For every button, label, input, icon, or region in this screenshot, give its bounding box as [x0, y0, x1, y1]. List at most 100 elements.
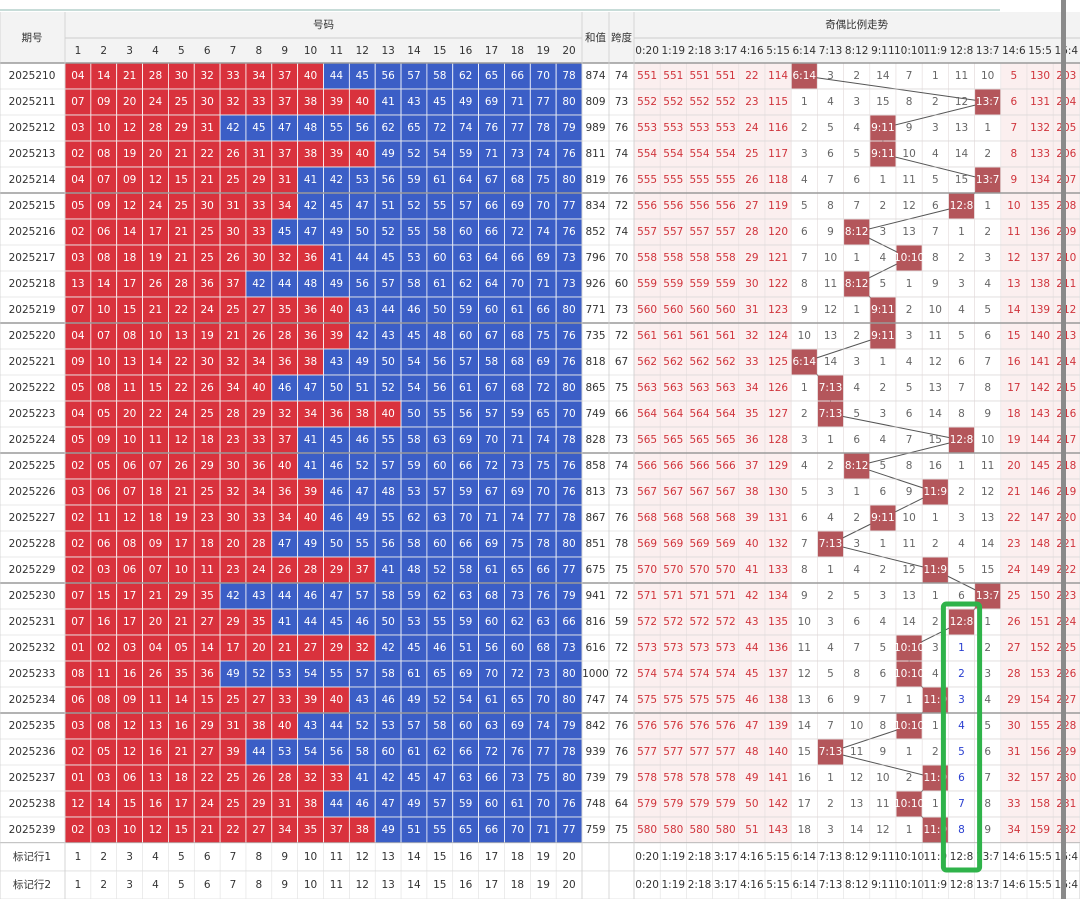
ratio-value: 566 — [663, 460, 683, 472]
number: 36 — [304, 252, 318, 264]
trend-cell — [843, 192, 871, 220]
number: 66 — [485, 772, 499, 784]
trend-cell — [1000, 322, 1028, 350]
number-cell — [193, 244, 221, 272]
trend-cell — [790, 712, 818, 740]
sum: 851 — [585, 538, 605, 550]
number: 52 — [407, 148, 420, 160]
number: 66 — [562, 616, 576, 628]
ratio-value: 13 — [798, 694, 811, 706]
trend-cell — [738, 374, 766, 402]
ratio-highlight — [896, 713, 922, 739]
trend-cell — [1000, 764, 1028, 792]
span: 74 — [615, 70, 629, 82]
number: 19 — [175, 512, 188, 524]
number: 78 — [537, 122, 550, 134]
ratio-value: 13:7 — [976, 590, 1000, 602]
number: 70 — [562, 408, 575, 420]
number: 47 — [330, 590, 343, 602]
trend-cell — [686, 504, 713, 532]
ratio-value: 577 — [663, 746, 683, 758]
annotation-box — [940, 601, 983, 873]
number: 21 — [149, 590, 162, 602]
number-column-header: 19 — [537, 45, 550, 57]
number: 16 — [149, 798, 163, 810]
ratio-value: 1 — [958, 226, 965, 238]
ratio-value: 4 — [827, 96, 834, 108]
ratio-value: 23 — [745, 96, 758, 108]
ratio-value: 555 — [716, 174, 736, 186]
sum: 865 — [585, 382, 605, 394]
number: 75 — [537, 460, 550, 472]
number: 43 — [407, 96, 420, 108]
number: 79 — [562, 590, 575, 602]
ratio-value: 551 — [637, 70, 657, 82]
ratio-value: 562 — [663, 356, 683, 368]
ratio-value: 11 — [902, 174, 915, 186]
number-cell — [142, 244, 169, 272]
number: 76 — [537, 590, 551, 602]
number: 42 — [252, 278, 265, 290]
number: 73 — [511, 590, 524, 602]
number: 49 — [356, 512, 369, 524]
trend-cell — [869, 738, 897, 766]
number: 03 — [71, 486, 84, 498]
trend-cell — [1052, 556, 1080, 584]
number: 72 — [433, 122, 446, 134]
number: 80 — [562, 382, 575, 394]
ratio-value: 130 — [1030, 70, 1050, 82]
number: 25 — [226, 798, 239, 810]
ratio-value: 566 — [689, 460, 709, 472]
ratio-value: 567 — [663, 486, 683, 498]
ratio-value: 579 — [689, 798, 709, 810]
number: 20 — [123, 96, 136, 108]
number: 50 — [433, 304, 446, 316]
ratio-value: 6 — [853, 434, 860, 446]
number: 61 — [407, 668, 420, 680]
number: 23 — [226, 564, 239, 576]
number: 06 — [123, 460, 137, 472]
ratio-value: 6 — [880, 668, 887, 680]
number: 45 — [433, 96, 446, 108]
number: 22 — [175, 356, 188, 368]
issue: 2025218 — [9, 278, 56, 290]
number: 45 — [330, 616, 343, 628]
trend-cell — [712, 322, 740, 350]
number-column-header: 15 — [433, 45, 446, 57]
ratio-value: 9 — [853, 694, 860, 706]
header-issue: 期号 — [22, 32, 43, 44]
ratio-value: 5 — [801, 486, 808, 498]
number: 79 — [562, 720, 575, 732]
number: 18 — [149, 486, 162, 498]
number: 11 — [149, 434, 162, 446]
ratio-value: 560 — [689, 304, 709, 316]
number: 72 — [511, 668, 524, 680]
trend-cell — [738, 816, 766, 844]
ratio-value: 1 — [958, 460, 965, 472]
ratio-value: 25 — [1007, 590, 1020, 602]
number: 40 — [330, 694, 343, 706]
ratio-value: 3 — [932, 642, 939, 654]
number: 65 — [407, 122, 420, 134]
ratio-value: 28 — [745, 226, 758, 238]
ratio-value: 211 — [1056, 278, 1076, 290]
number: 04 — [71, 330, 85, 342]
ratio-value: 15 — [929, 434, 942, 446]
ratio-value: 1 — [853, 486, 860, 498]
number: 16 — [97, 616, 111, 628]
trend-cell — [712, 244, 740, 272]
number: 64 — [485, 278, 499, 290]
ratio-value: 572 — [637, 616, 657, 628]
ratio-value: 12 — [902, 564, 915, 576]
number: 31 — [252, 148, 265, 160]
trend-cell — [712, 296, 740, 324]
trend-cell — [1000, 634, 1028, 662]
number-cell — [116, 270, 143, 298]
ratio-value: 7 — [984, 356, 991, 368]
number: 75 — [511, 538, 524, 550]
ratio-value: 570 — [663, 564, 683, 576]
ratio-value: 135 — [768, 616, 788, 628]
number: 14 — [123, 226, 137, 238]
trend-cell — [974, 374, 1002, 402]
number: 49 — [330, 278, 343, 290]
